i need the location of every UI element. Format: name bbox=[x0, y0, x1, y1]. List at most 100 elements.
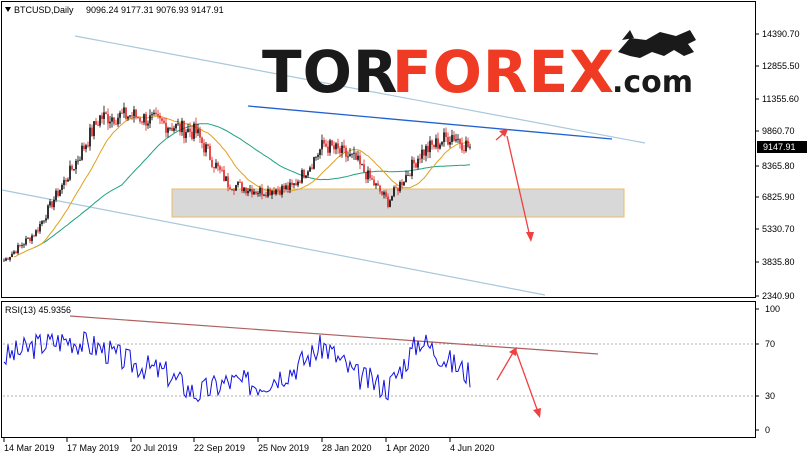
candle bbox=[405, 170, 407, 183]
candle bbox=[281, 184, 283, 198]
ma-fast-path bbox=[13, 115, 471, 258]
channel-upper-line bbox=[74, 35, 646, 144]
date-tick-label: 4 Jun 2020 bbox=[450, 443, 495, 453]
candle bbox=[235, 184, 237, 191]
date-tick-label: 17 May 2019 bbox=[67, 443, 119, 453]
candle bbox=[449, 136, 451, 148]
date-tick-label: 28 Jan 2020 bbox=[322, 443, 372, 453]
candle bbox=[173, 125, 175, 133]
candle bbox=[363, 159, 365, 173]
date-tick-label: 25 Nov 2019 bbox=[258, 443, 309, 453]
candle bbox=[361, 163, 363, 166]
candle bbox=[367, 166, 369, 184]
candle bbox=[225, 175, 227, 182]
rsi-tick-label: 0 bbox=[765, 425, 770, 435]
candle bbox=[341, 141, 343, 158]
candle bbox=[325, 139, 327, 148]
rsi-forecast-arrow-down bbox=[515, 350, 541, 418]
candle bbox=[285, 182, 287, 191]
candle bbox=[165, 117, 167, 138]
current-price-label: 9147.91 bbox=[763, 142, 796, 152]
candle bbox=[441, 141, 443, 147]
logo-tor: TOR bbox=[262, 38, 399, 106]
candle bbox=[311, 163, 313, 170]
candle bbox=[461, 137, 463, 153]
candle bbox=[373, 176, 375, 186]
candle bbox=[25, 235, 27, 246]
candle bbox=[77, 155, 79, 165]
candle bbox=[423, 149, 425, 161]
candle bbox=[431, 139, 433, 150]
candle bbox=[329, 138, 331, 156]
candle bbox=[249, 184, 251, 193]
candle bbox=[153, 109, 155, 116]
candle bbox=[337, 138, 339, 154]
candle bbox=[99, 114, 101, 128]
candle bbox=[419, 153, 421, 164]
candle bbox=[273, 187, 275, 195]
rsi-pane-frame bbox=[1, 301, 756, 438]
candle bbox=[359, 151, 361, 170]
candle bbox=[413, 157, 415, 169]
candle bbox=[327, 140, 329, 157]
candle bbox=[253, 188, 255, 195]
candle bbox=[429, 136, 431, 158]
logo-com: .com bbox=[612, 65, 693, 100]
candle bbox=[29, 237, 31, 244]
candle bbox=[369, 168, 371, 181]
candle bbox=[83, 142, 85, 151]
candle bbox=[401, 179, 403, 190]
price-tick-label: 8365.80 bbox=[762, 161, 795, 171]
candle bbox=[265, 192, 267, 198]
candle bbox=[255, 191, 257, 195]
candle bbox=[319, 148, 321, 159]
candle bbox=[397, 187, 399, 196]
price-tick-label: 12855.50 bbox=[762, 61, 800, 71]
candle bbox=[207, 143, 209, 149]
candle bbox=[339, 146, 341, 158]
candle bbox=[189, 122, 191, 138]
candle bbox=[439, 142, 441, 150]
candle bbox=[71, 164, 73, 171]
candle bbox=[147, 120, 149, 129]
candle bbox=[459, 138, 461, 149]
candle bbox=[69, 160, 71, 182]
candle bbox=[379, 184, 381, 195]
candle bbox=[107, 108, 109, 130]
candle bbox=[283, 183, 285, 193]
candle bbox=[209, 143, 211, 161]
candle bbox=[297, 179, 299, 188]
candle bbox=[57, 188, 59, 198]
forecast-arrow-up bbox=[495, 129, 508, 141]
rsi-line bbox=[3, 331, 471, 403]
time-axis: 14 Mar 2019 17 May 2019 20 Jul 2019 22 Sep … bbox=[3, 438, 495, 453]
candle bbox=[65, 177, 67, 186]
candle bbox=[407, 171, 409, 176]
candle bbox=[111, 113, 113, 128]
candle bbox=[137, 116, 139, 119]
candle bbox=[197, 123, 199, 137]
rsi-trend-line bbox=[69, 315, 599, 355]
candle bbox=[17, 242, 19, 255]
candle bbox=[303, 168, 305, 179]
candle bbox=[403, 181, 405, 187]
candle bbox=[381, 190, 383, 196]
candle bbox=[201, 136, 203, 149]
candle bbox=[259, 185, 261, 197]
candle bbox=[277, 186, 279, 195]
candle bbox=[387, 193, 389, 209]
candle bbox=[129, 114, 131, 119]
candle bbox=[159, 112, 161, 125]
candle bbox=[315, 156, 317, 161]
rsi-axis: 100 70 30 0 bbox=[755, 304, 780, 435]
candle bbox=[437, 132, 439, 153]
candle bbox=[171, 122, 173, 132]
chart-header: BTCUSD,Daily 9096.24 9177.31 9076.93 914… bbox=[5, 5, 224, 15]
caret-down-icon bbox=[5, 7, 11, 12]
candle bbox=[307, 170, 309, 178]
candle bbox=[447, 132, 449, 146]
candle bbox=[457, 134, 459, 143]
candle bbox=[59, 189, 61, 197]
candle bbox=[213, 166, 215, 173]
candle bbox=[271, 189, 273, 199]
